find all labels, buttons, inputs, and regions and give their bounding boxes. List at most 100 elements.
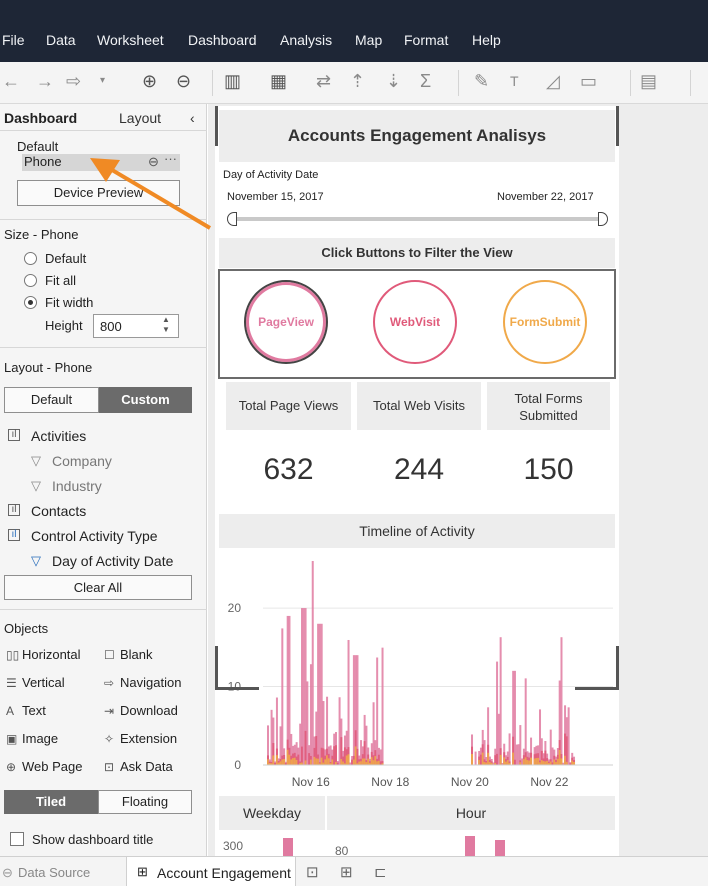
webvisit-button[interactable]: WebVisit [373, 280, 457, 364]
menu-data[interactable]: Data [46, 32, 76, 48]
menu-dashboard[interactable]: Dashboard [188, 32, 257, 48]
clear-all-button[interactable]: Clear All [4, 575, 192, 600]
highlight-icon[interactable]: ✎ [474, 71, 490, 91]
date-slider-track[interactable] [231, 217, 605, 221]
device-default[interactable]: Default [17, 139, 59, 154]
data-source-tab[interactable]: Data Source [18, 865, 91, 880]
more-icon[interactable]: ··· [164, 151, 177, 166]
object-vertical[interactable]: ☰ Vertical [6, 675, 65, 690]
forward-icon[interactable]: → [36, 71, 54, 91]
timeline-bar [381, 763, 384, 765]
tab-dashboard[interactable]: Dashboard [4, 110, 78, 126]
sheet-control-activity-type[interactable]: Control Activity Type [31, 528, 158, 544]
timeline-bar [530, 757, 533, 765]
size-fit-width-radio[interactable] [24, 296, 37, 309]
fit-icon[interactable]: ▭ [580, 71, 598, 91]
sort-ascending-icon[interactable]: ⇡ [350, 71, 366, 91]
back-icon[interactable]: ← [2, 71, 20, 91]
show-me-icon[interactable]: ▤ [640, 71, 658, 91]
divider [0, 347, 207, 348]
filter-industry[interactable]: Industry [52, 478, 102, 494]
object-horizontal[interactable]: ▯▯ Horizontal [6, 647, 81, 662]
timeline-bar [503, 757, 506, 765]
object-download[interactable]: ⇥ Download [104, 703, 178, 718]
redo-icon[interactable]: ⇨ [66, 71, 82, 91]
menu-worksheet[interactable]: Worksheet [97, 32, 164, 48]
slider-handle-start[interactable] [227, 212, 237, 226]
timeline-bar [499, 637, 502, 765]
timeline-bar [564, 755, 567, 765]
object-image[interactable]: ▣ Image [6, 731, 58, 746]
timeline-bar [331, 759, 334, 765]
object-text[interactable]: A Text [6, 703, 46, 718]
totals-icon[interactable]: Σ [420, 71, 432, 91]
object-blank[interactable]: ☐ Blank [104, 647, 153, 662]
timeline-bar [533, 758, 536, 765]
floating-button[interactable]: Floating [98, 790, 192, 814]
sort-descending-icon[interactable]: ⇣ [386, 71, 402, 91]
filter-company[interactable]: Company [52, 453, 112, 469]
timeline-bar [560, 637, 563, 765]
bottom-tab-bar: ⊖ Data Source ⊞ Account Engagement ⊡ ⊞ ⊏ [0, 856, 708, 886]
timeline-bar [301, 608, 304, 765]
lock-icon[interactable]: ⊖ [148, 154, 159, 169]
menu-file[interactable]: File [2, 32, 25, 48]
tab-layout[interactable]: Layout [119, 110, 162, 126]
object-web-page[interactable]: ⊕ Web Page [6, 759, 82, 774]
menu-map[interactable]: Map [355, 32, 383, 48]
timeline-bar [329, 745, 332, 765]
size-fit-all-radio[interactable] [24, 274, 37, 287]
menu-help[interactable]: Help [472, 32, 501, 48]
size-fit-width-label: Fit width [45, 295, 94, 310]
active-sheet-tab[interactable]: ⊞ Account Engagement [126, 857, 296, 886]
annotate-icon[interactable]: ◿ [546, 71, 560, 91]
object-label: Ask Data [120, 759, 173, 774]
swap-icon[interactable]: ⇄ [316, 71, 332, 91]
object-label: Vertical [22, 675, 65, 690]
timeline-bar [292, 758, 295, 765]
timeline-bar [485, 762, 488, 765]
timeline-bar [288, 754, 291, 765]
layout-custom-button[interactable]: Custom [99, 387, 192, 413]
menu-format[interactable]: Format [404, 32, 449, 48]
new-datasource-icon[interactable]: ⊕ [142, 71, 158, 91]
timeline-bar [326, 755, 329, 765]
timeline-bar [360, 740, 363, 765]
object-extension[interactable]: ✧ Extension [104, 731, 177, 746]
new-dashboard-icon[interactable]: ⊞ [340, 864, 353, 881]
layout-default-button[interactable]: Default [4, 387, 99, 413]
tiled-button[interactable]: Tiled [4, 790, 98, 814]
collapse-icon[interactable]: ‹ [190, 110, 195, 126]
object-navigation[interactable]: ⇨ Navigation [104, 675, 181, 690]
filter-icon: ▽ [31, 478, 41, 493]
buttons-header: Click Buttons to Filter the View [219, 238, 615, 268]
weekday-header: Weekday [219, 796, 325, 830]
menu-analysis[interactable]: Analysis [280, 32, 333, 48]
stepper-icon[interactable]: ▲ ▼ [162, 315, 170, 334]
height-input[interactable]: 800 ▲ ▼ [93, 314, 179, 338]
chevron-down-icon[interactable]: ▾ [100, 75, 106, 86]
new-worksheet-icon[interactable]: ⊡ [306, 864, 319, 881]
text-icon[interactable]: T [510, 73, 519, 89]
show-title-checkbox[interactable] [10, 832, 24, 846]
object-label: Navigation [120, 675, 182, 690]
pageview-button[interactable]: PageView [244, 280, 328, 364]
formsubmit-button[interactable]: FormSubmit [503, 280, 587, 364]
slider-handle-end[interactable] [598, 212, 608, 226]
sheet-activities[interactable]: Activities [31, 428, 87, 444]
new-worksheet-icon[interactable]: ▥ [224, 71, 242, 91]
timeline-bar [522, 759, 525, 765]
x-tick-label: Nov 20 [451, 775, 489, 789]
timeline-bar [272, 743, 275, 765]
filter-day-of-activity-date[interactable]: Day of Activity Date [52, 553, 174, 569]
timeline-bar [569, 763, 572, 765]
new-story-icon[interactable]: ⊏ [374, 864, 387, 881]
sheet-contacts[interactable]: Contacts [31, 503, 87, 519]
timeline-bar [340, 759, 343, 765]
size-default-radio[interactable] [24, 252, 37, 265]
datasource-icon[interactable]: ⊖ [176, 71, 192, 91]
new-dashboard-icon[interactable]: ▦ [270, 71, 288, 91]
timeline-bar [365, 762, 368, 765]
object-ask-data[interactable]: ⊡ Ask Data [104, 759, 173, 774]
timeline-bar [542, 761, 545, 765]
